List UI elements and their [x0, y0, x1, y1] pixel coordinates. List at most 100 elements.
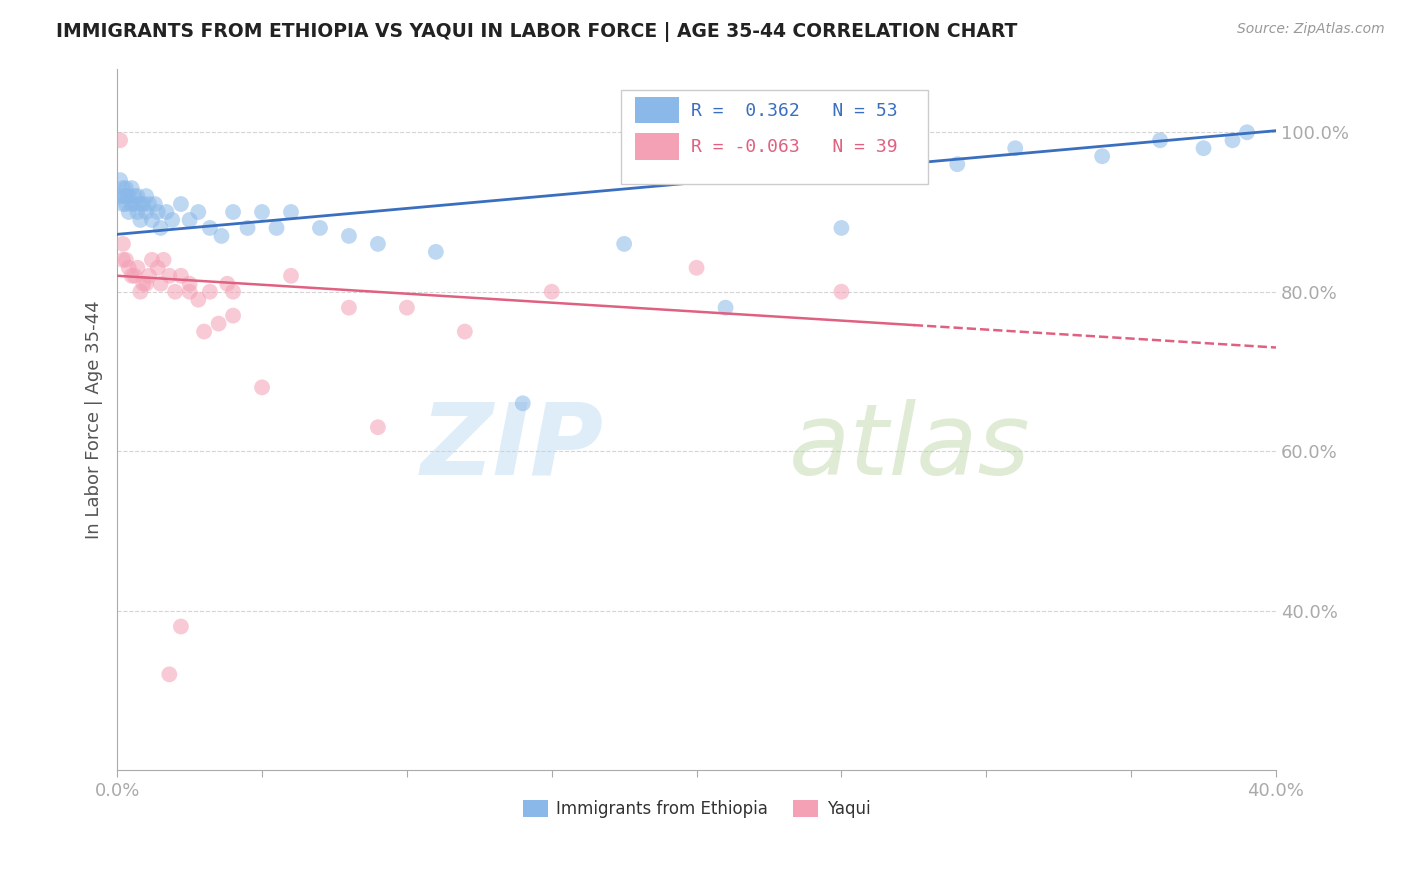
Point: [115, 197, 138, 211]
Point: [152, 252, 174, 267]
Point: [129, 197, 152, 211]
Point: [250, 205, 273, 219]
Text: ZIP: ZIP: [420, 399, 603, 496]
Point: [170, 197, 193, 211]
Point: [1236, 125, 1258, 139]
Point: [367, 420, 389, 434]
Point: [132, 277, 155, 291]
Point: [127, 260, 149, 275]
Point: [309, 221, 332, 235]
Text: IMMIGRANTS FROM ETHIOPIA VS YAQUI IN LABOR FORCE | AGE 35-44 CORRELATION CHART: IMMIGRANTS FROM ETHIOPIA VS YAQUI IN LAB…: [56, 22, 1018, 42]
Point: [149, 221, 172, 235]
Point: [395, 301, 418, 315]
Point: [222, 205, 245, 219]
Point: [1222, 133, 1244, 147]
Point: [830, 221, 852, 235]
Point: [157, 667, 180, 681]
FancyBboxPatch shape: [636, 96, 679, 123]
Point: [149, 277, 172, 291]
Point: [425, 244, 447, 259]
Point: [135, 205, 157, 219]
Point: [1004, 141, 1026, 155]
Point: [165, 285, 187, 299]
Point: [222, 285, 245, 299]
Point: [132, 197, 155, 211]
Point: [179, 277, 201, 291]
Point: [337, 228, 360, 243]
FancyBboxPatch shape: [621, 89, 928, 185]
Point: [714, 301, 737, 315]
Point: [236, 221, 259, 235]
Point: [135, 277, 157, 291]
Point: [160, 213, 183, 227]
Point: [207, 317, 229, 331]
Point: [1192, 141, 1215, 155]
Point: [111, 252, 134, 267]
Text: R =  0.362   N = 53: R = 0.362 N = 53: [690, 102, 897, 120]
Point: [280, 268, 302, 283]
Point: [124, 189, 146, 203]
Point: [115, 252, 138, 267]
Point: [946, 157, 969, 171]
Point: [1091, 149, 1114, 163]
Point: [121, 197, 143, 211]
FancyBboxPatch shape: [636, 133, 679, 160]
Point: [108, 189, 131, 203]
Text: Source: ZipAtlas.com: Source: ZipAtlas.com: [1237, 22, 1385, 37]
Point: [143, 197, 166, 211]
Point: [138, 197, 160, 211]
Point: [211, 228, 233, 243]
Point: [129, 213, 152, 227]
Point: [198, 221, 221, 235]
Point: [146, 205, 169, 219]
Point: [179, 285, 201, 299]
Point: [138, 268, 160, 283]
Point: [170, 619, 193, 633]
Point: [337, 301, 360, 315]
Point: [198, 285, 221, 299]
Point: [121, 268, 143, 283]
Point: [157, 268, 180, 283]
Point: [187, 205, 209, 219]
Point: [1149, 133, 1171, 147]
Point: [108, 133, 131, 147]
Text: R = -0.063   N = 39: R = -0.063 N = 39: [690, 138, 897, 156]
Point: [124, 268, 146, 283]
Point: [108, 173, 131, 187]
Point: [512, 396, 534, 410]
Point: [613, 236, 636, 251]
Point: [141, 252, 163, 267]
Point: [111, 197, 134, 211]
Text: atlas: atlas: [789, 399, 1031, 496]
Point: [250, 380, 273, 394]
Point: [115, 189, 138, 203]
Point: [540, 285, 562, 299]
Point: [179, 213, 201, 227]
Point: [367, 236, 389, 251]
Point: [454, 325, 477, 339]
Point: [187, 293, 209, 307]
Point: [121, 181, 143, 195]
Point: [146, 260, 169, 275]
Point: [111, 236, 134, 251]
Point: [127, 189, 149, 203]
Point: [141, 213, 163, 227]
Point: [129, 285, 152, 299]
Point: [118, 189, 141, 203]
Legend: Immigrants from Ethiopia, Yaqui: Immigrants from Ethiopia, Yaqui: [516, 793, 877, 825]
Point: [830, 285, 852, 299]
Point: [118, 205, 141, 219]
Point: [111, 189, 134, 203]
Point: [217, 277, 239, 291]
Point: [127, 205, 149, 219]
Point: [135, 189, 157, 203]
Point: [155, 205, 177, 219]
Point: [266, 221, 288, 235]
Point: [280, 205, 302, 219]
Point: [115, 181, 138, 195]
Point: [170, 268, 193, 283]
Point: [685, 260, 707, 275]
Point: [118, 260, 141, 275]
Point: [124, 197, 146, 211]
Point: [111, 181, 134, 195]
